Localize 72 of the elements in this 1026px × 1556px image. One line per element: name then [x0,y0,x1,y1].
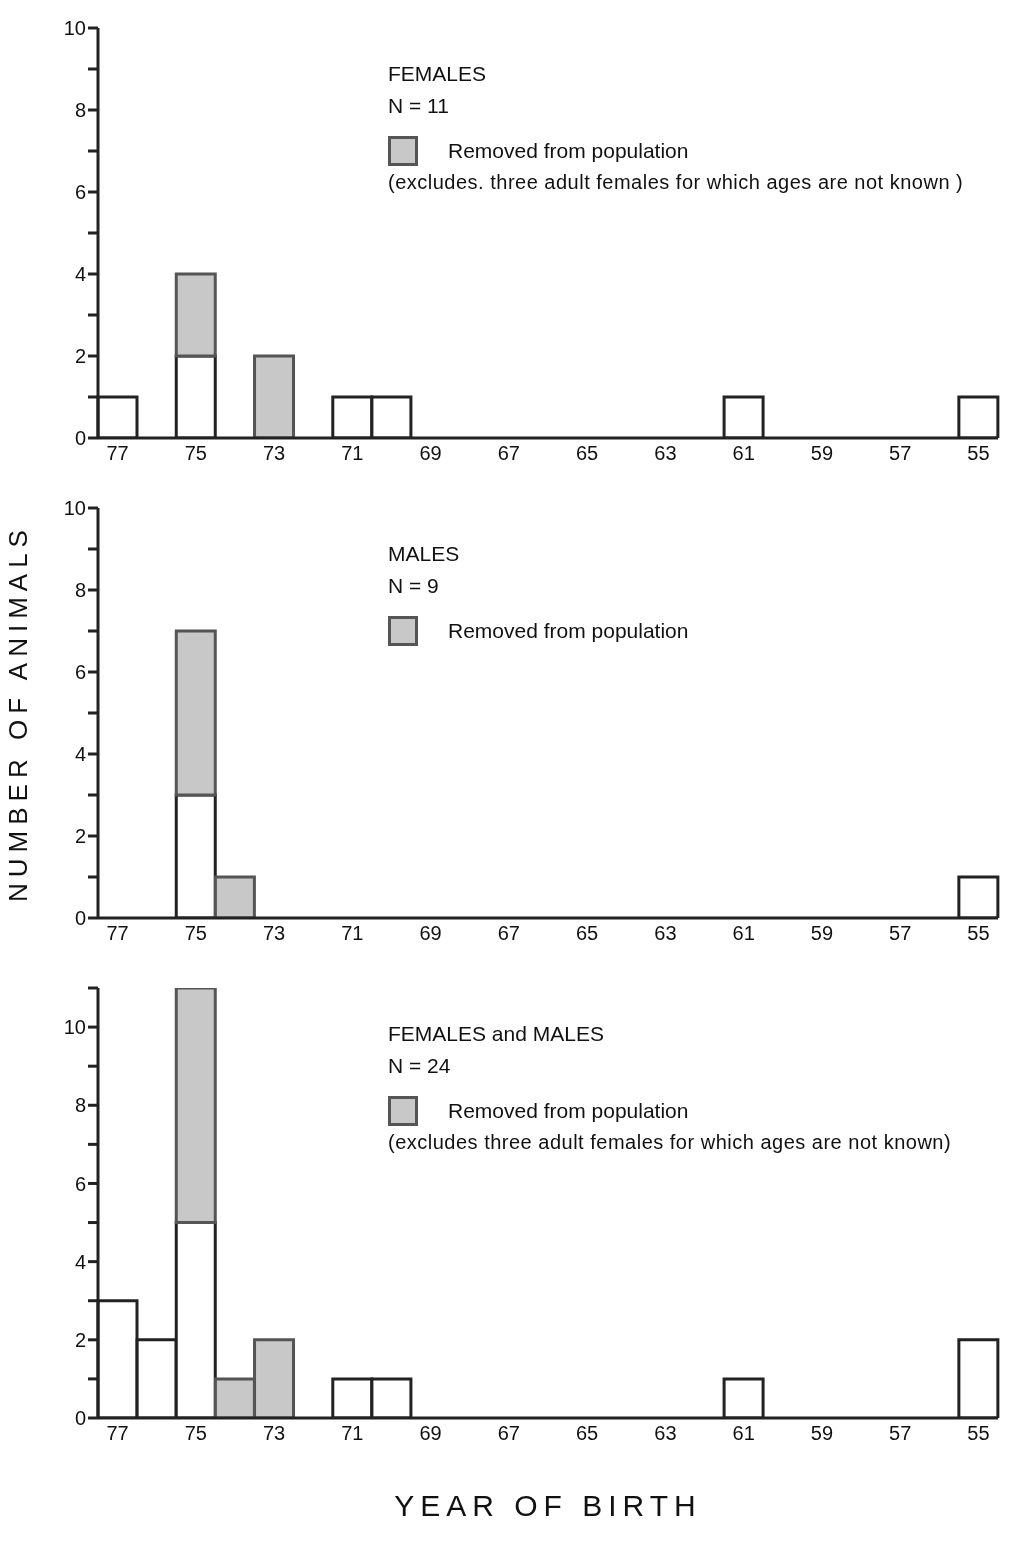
x-tick-label: 69 [419,442,442,465]
x-tick-label: 75 [184,442,207,465]
y-tick-label: 4 [74,1250,86,1273]
bar [174,272,217,358]
text: MALES [388,541,461,567]
x-tick-label: 57 [889,922,912,945]
text: N = 11 [388,92,450,119]
bar [174,988,217,1225]
x-tick-label: 67 [497,922,520,945]
x-tick-label: 65 [576,922,599,945]
bar [253,354,296,438]
y-tick-label: 2 [74,825,86,848]
y-tick-label: 8 [74,99,86,122]
y-tick-label: 6 [74,1172,86,1195]
y-tick-label: 10 [63,17,86,40]
text: FEMALES [388,61,488,87]
y-tick-label: 8 [74,1094,86,1117]
x-tick-label: 55 [967,1422,990,1445]
legend-label: Removed from population [448,138,689,164]
x-tick-label: 77 [106,442,129,465]
legend-label: Removed from population [448,618,689,644]
x-tick-label: 55 [967,922,990,945]
x-tick-label: 61 [732,1422,755,1445]
x-tick-label: 59 [810,922,834,945]
x-tick-label: 65 [576,1422,599,1445]
text: N = 24 [388,1052,452,1079]
y-tick-label: 0 [74,907,86,930]
x-axis-title: YEAR OF BIRTH [393,1489,703,1523]
x-tick-label: 59 [810,1422,834,1445]
y-tick-label: 10 [63,497,86,520]
y-tick-label: 2 [74,1328,86,1351]
legend-label: Removed from population [448,1098,689,1124]
text: N = 9 [388,572,440,599]
x-tick-label: 75 [184,1422,207,1445]
x-tick-label: 67 [497,1422,520,1445]
bar [213,875,256,918]
x-tick-label: 75 [184,922,207,945]
x-tick-label: 63 [654,922,677,945]
y-tick-label: 4 [74,743,86,766]
y-tick-label: 8 [74,579,86,602]
y-tick-label: 0 [74,427,86,450]
text: FEMALES and MALES [388,1021,605,1047]
x-tick-label: 59 [810,442,834,465]
x-tick-label: 71 [341,1422,364,1445]
y-tick-label: 6 [74,661,86,684]
x-tick-label: 71 [341,442,364,465]
y-tick-label: 6 [74,181,86,204]
x-tick-label: 61 [732,922,755,945]
x-tick-label: 67 [497,442,520,465]
bar [174,629,217,797]
x-tick-label: 63 [654,442,677,465]
y-tick-label: 4 [74,263,86,286]
x-tick-label: 65 [576,442,599,465]
x-tick-label: 69 [419,922,442,945]
x-tick-label: 77 [106,922,129,945]
x-tick-label: 61 [732,442,755,465]
x-tick-label: 55 [967,442,990,465]
y-tick-label: 0 [74,1407,86,1430]
y-axis-title: NUMBER OF ANIMALS [3,524,34,902]
x-tick-label: 73 [262,922,286,945]
x-tick-label: 69 [419,1422,442,1445]
y-tick-label: 10 [63,1016,86,1039]
x-tick-label: 73 [262,442,286,465]
x-tick-label: 57 [889,442,912,465]
x-tick-label: 57 [889,1422,912,1445]
x-tick-label: 63 [654,1422,677,1445]
y-tick-label: 2 [74,345,86,368]
annotation: (excludes three adult females for which ages are not known) [388,1129,952,1155]
x-tick-label: 73 [262,1422,286,1445]
annotation: (excludes. three adult females for which ages are not known ) [388,169,964,195]
x-tick-label: 71 [341,922,364,945]
x-tick-label: 77 [106,1422,129,1445]
